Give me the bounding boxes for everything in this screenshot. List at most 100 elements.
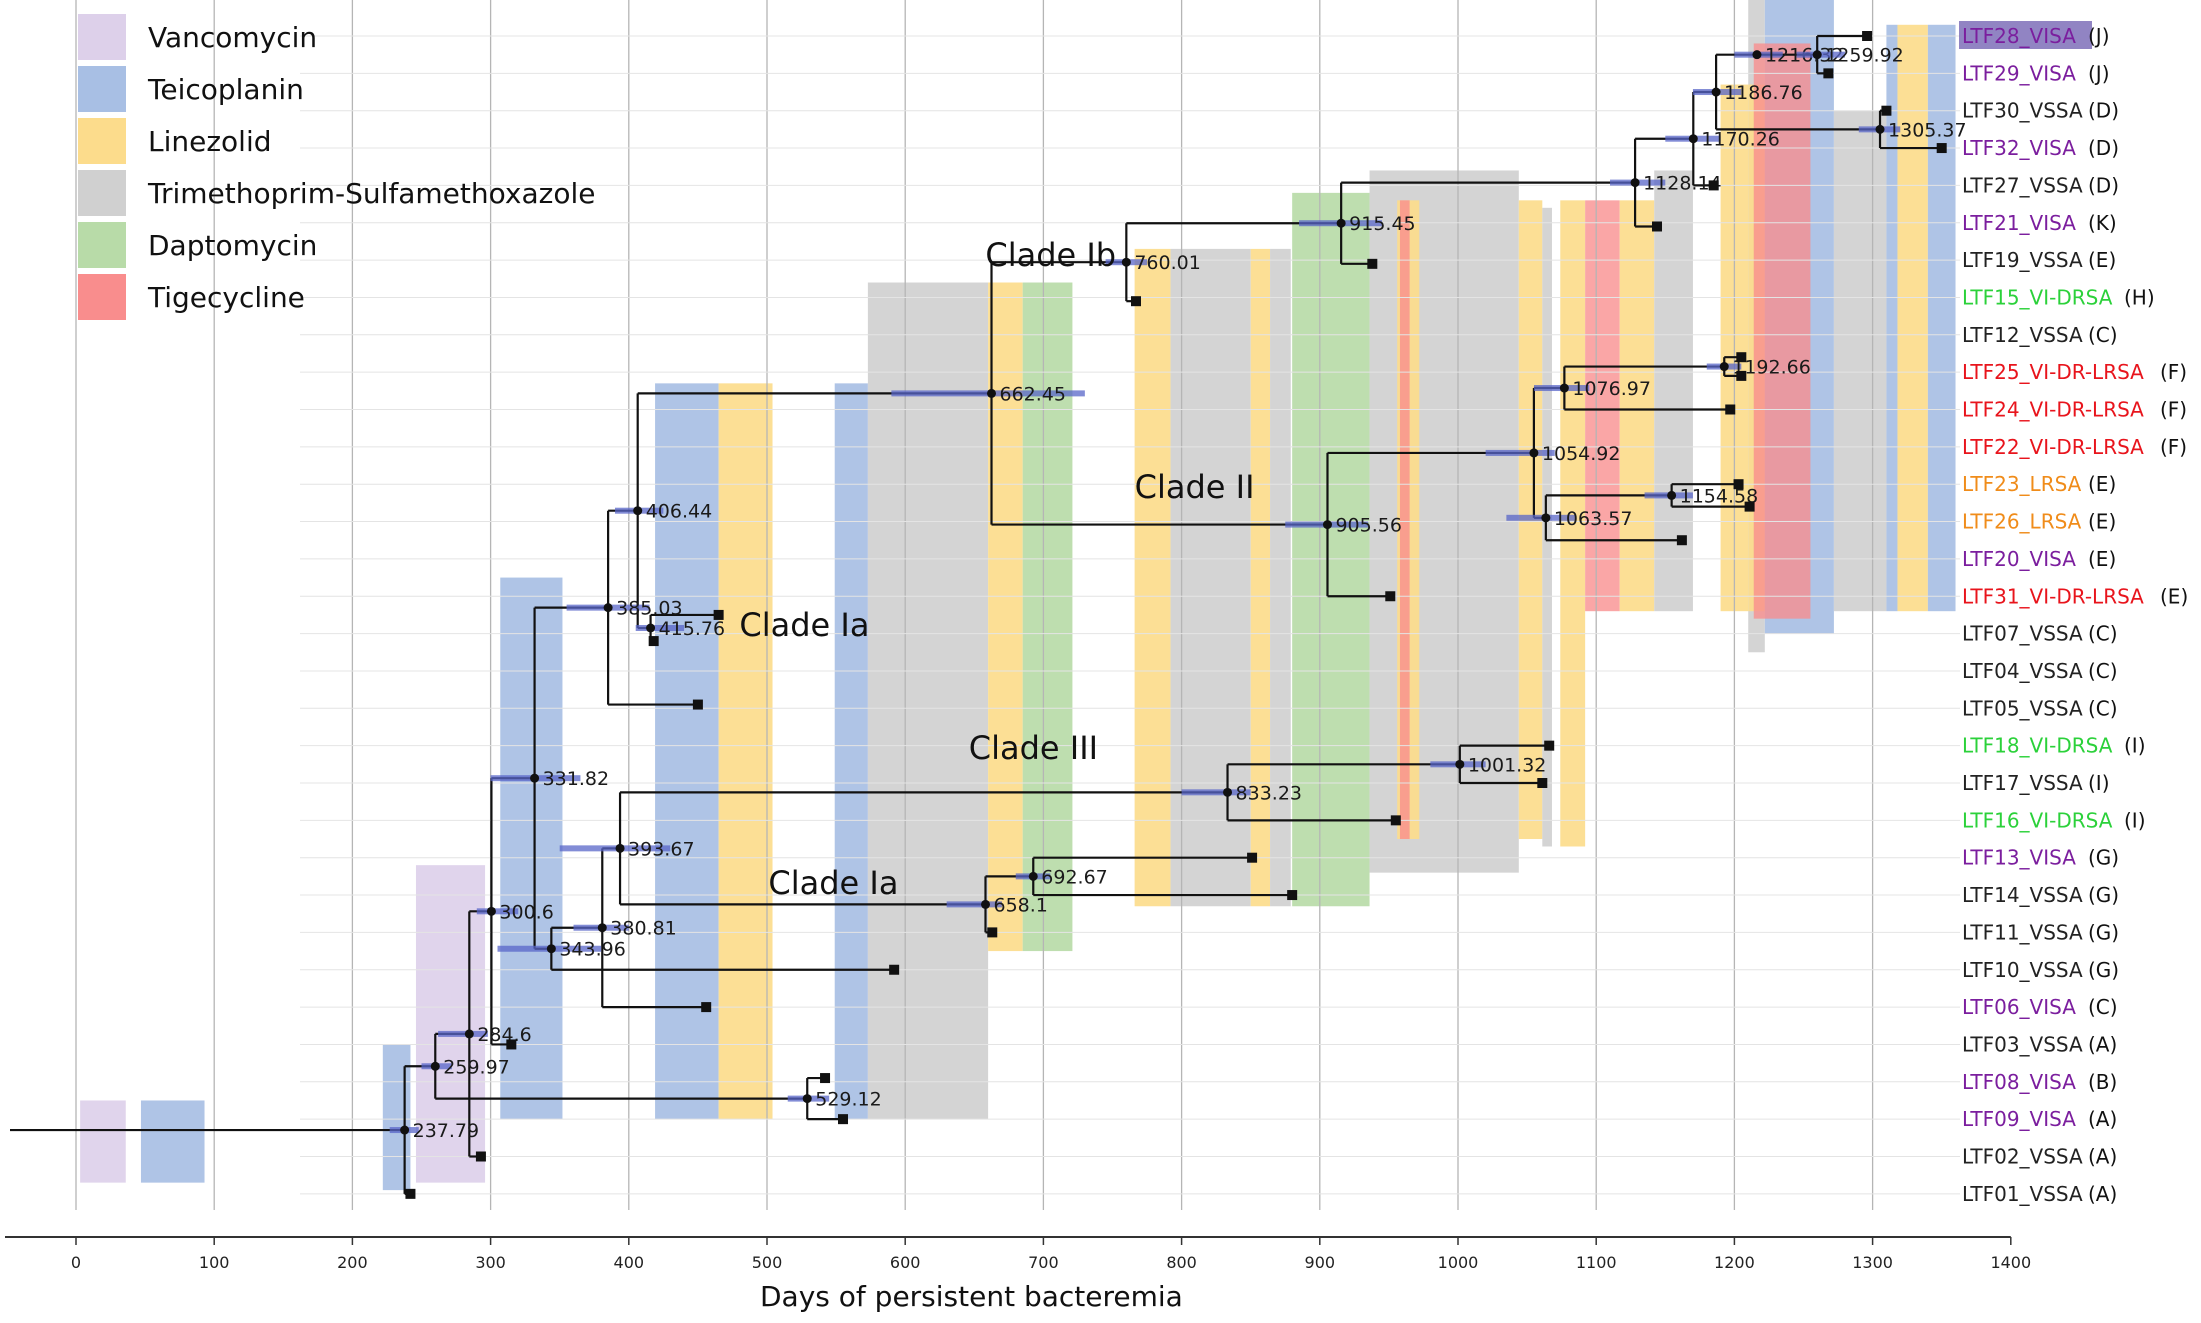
tip-marker <box>1736 352 1747 363</box>
tip-label: LTF10_VSSA <box>1962 958 2083 982</box>
treatment-band-vancomycin <box>80 1100 126 1183</box>
legend-label: Linezolid <box>148 124 272 158</box>
tip-label: LTF13_VISA <box>1962 846 2076 870</box>
node-age-label: 905.56 <box>1335 515 1401 537</box>
treatment-band-linezolid <box>1134 248 1171 907</box>
tip-marker <box>506 1039 517 1050</box>
tip-marker <box>1725 404 1736 415</box>
x-tick-label: 1200 <box>1714 1253 1755 1272</box>
tip-marker <box>1936 143 1947 154</box>
tip-marker <box>405 1188 416 1199</box>
node-age-label: 662.45 <box>1000 383 1066 405</box>
node-dot <box>1752 50 1762 60</box>
treatment-band-trimethoprim-sulfamethoxazole <box>1170 248 1251 907</box>
treatment-band-tigecycline <box>1399 200 1410 840</box>
tip-label: LTF17_VSSA <box>1962 771 2083 795</box>
tip-label: LTF27_VSSA <box>1962 173 2083 197</box>
tip-group: (E) <box>2088 510 2116 534</box>
tip-marker <box>713 609 724 620</box>
x-tick-label: 600 <box>890 1253 921 1272</box>
node-age-label: 692.67 <box>1041 866 1107 888</box>
node-dot <box>597 923 607 933</box>
treatment-band-trimethoprim-sulfamethoxazole <box>1654 170 1693 612</box>
node-age-label: 331.82 <box>543 768 609 790</box>
tip-highlight <box>1959 21 2092 49</box>
tip-labels: LTF28_VISA (J)LTF29_VISA (J)LTF30_VSSA (D)L… <box>1959 21 2188 1206</box>
treatment-band-linezolid <box>1560 200 1586 847</box>
node-dot <box>1541 513 1551 523</box>
clade-label: Clade Ib <box>985 236 1117 275</box>
vertical-gridlines <box>75 0 1874 1210</box>
node-age-label: 1154.58 <box>1680 485 1759 507</box>
tip-group: (D) <box>2088 99 2119 123</box>
x-tick-label: 200 <box>337 1253 368 1272</box>
legend-item-daptomycin: Daptomycin <box>78 222 317 268</box>
legend-swatch <box>78 222 126 268</box>
treatment-band-trimethoprim-sulfamethoxazole <box>1542 207 1552 847</box>
tip-marker <box>1287 890 1298 901</box>
node-age-label: 529.12 <box>815 1089 881 1111</box>
node-ci-bar <box>1506 514 1576 521</box>
clade-label: Clade Ia <box>768 863 899 902</box>
node-age-label: 1076.97 <box>1572 378 1651 400</box>
tip-label: LTF32_VISA <box>1962 136 2076 160</box>
node-age-label: 284.6 <box>477 1024 531 1046</box>
tip-marker <box>701 1002 712 1013</box>
tip-group: (A) <box>2088 1182 2117 1206</box>
tip-group: (A) <box>2088 1145 2117 1169</box>
node-dot <box>546 944 556 954</box>
treatment-band-linezolid <box>718 383 773 1120</box>
node-ci-bar <box>1181 789 1251 796</box>
legend-swatch <box>78 170 126 216</box>
legend-label: Tigecycline <box>148 280 305 314</box>
node-dot <box>1719 362 1729 372</box>
node-dot <box>400 1125 410 1135</box>
tip-group: (C) <box>2088 659 2118 683</box>
tip-group: (F) <box>2160 360 2187 384</box>
tip-marker <box>1744 501 1755 512</box>
node-age-label: 1063.57 <box>1554 508 1633 530</box>
node-dot <box>987 388 997 398</box>
node-dot <box>980 899 990 909</box>
node-dot <box>1121 257 1131 267</box>
tip-group: (D) <box>2088 173 2119 197</box>
node-age-label: 343.96 <box>559 939 625 961</box>
tip-group: (I) <box>2124 734 2146 758</box>
node-age-label: 415.76 <box>659 618 725 640</box>
node-age-label: 1054.92 <box>1542 443 1621 465</box>
node-age-label: 1170.26 <box>1701 129 1780 151</box>
node-dot <box>1688 134 1698 144</box>
tip-group: (E) <box>2088 547 2116 571</box>
node-dot <box>1711 87 1721 97</box>
tip-label: LTF21_VISA <box>1962 211 2076 235</box>
node-age-label: 833.23 <box>1236 782 1302 804</box>
x-tick-label: 0 <box>71 1253 81 1272</box>
treatment-band-tigecycline <box>1585 200 1620 612</box>
tip-label: LTF26_LRSA <box>1962 510 2082 534</box>
tip-group: (E) <box>2088 248 2116 272</box>
clade-label: Clade III <box>968 729 1099 768</box>
tip-group: (D) <box>2088 136 2119 160</box>
tip-marker <box>1823 68 1834 79</box>
legend-swatch <box>78 14 126 60</box>
tip-label: LTF25_VI-DR-LRSA <box>1962 360 2144 384</box>
node-ci-bar <box>1485 449 1555 456</box>
tip-label: LTF05_VSSA <box>1962 696 2083 720</box>
x-tick-label: 1100 <box>1576 1253 1617 1272</box>
tip-group: (G) <box>2088 846 2119 870</box>
tip-label: LTF20_VISA <box>1962 547 2076 571</box>
tip-group: (A) <box>2088 1107 2117 1131</box>
tip-marker <box>1247 852 1258 863</box>
treatment-band-teicoplanin <box>655 383 719 1120</box>
tip-group: (C) <box>2088 323 2118 347</box>
treatment-band-tigecycline <box>1753 43 1811 619</box>
treatment-band-teicoplanin <box>140 1100 205 1183</box>
tip-label: LTF28_VISA <box>1962 24 2076 48</box>
tip-label: LTF22_VI-DR-LRSA <box>1962 435 2144 459</box>
node-age-label: 658.1 <box>993 894 1047 916</box>
treatment-band-teicoplanin <box>382 1044 411 1191</box>
tip-group: (A) <box>2088 1032 2117 1056</box>
treatment-band-linezolid <box>1619 200 1655 612</box>
